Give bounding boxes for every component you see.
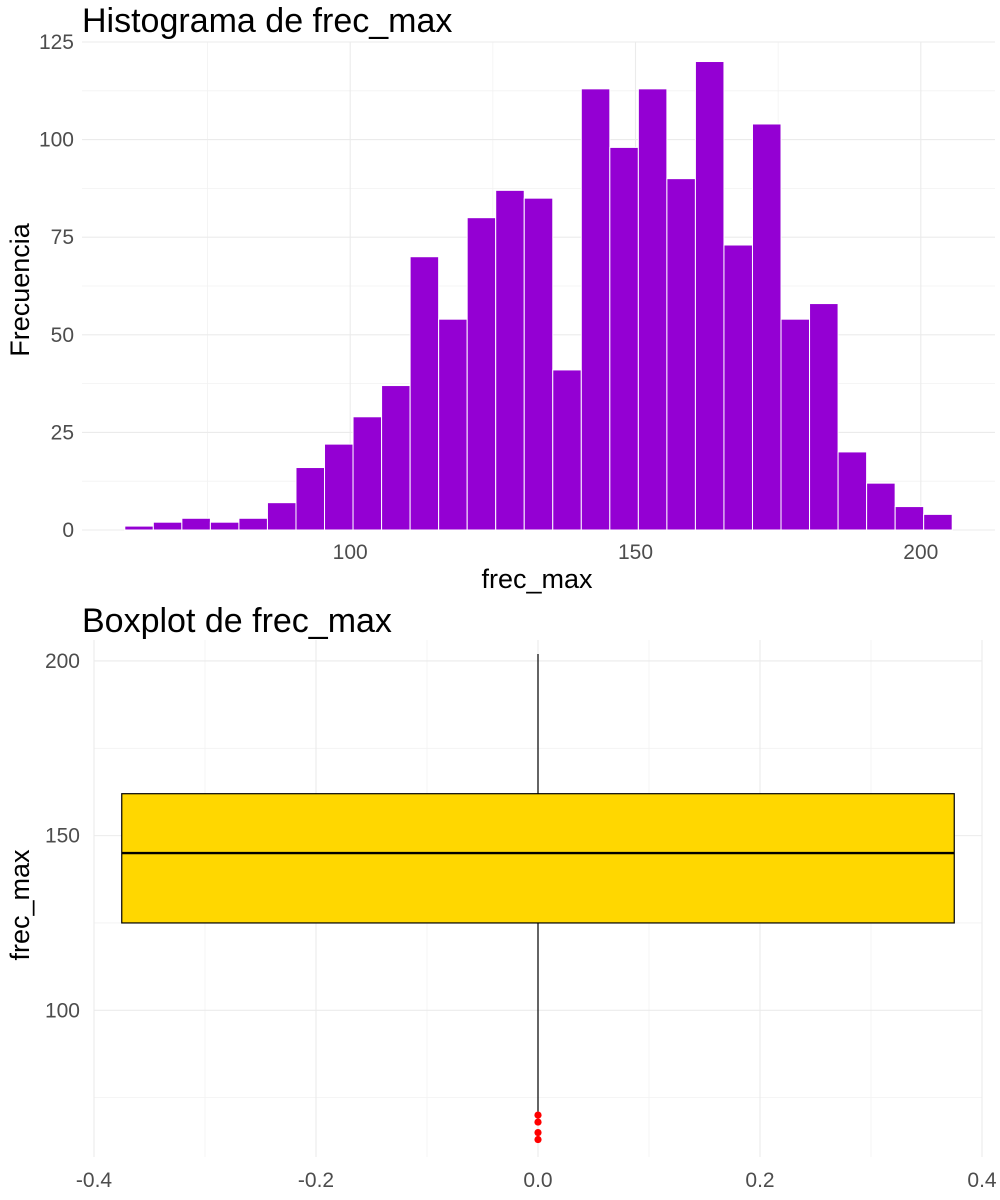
boxplot-x-tick-label: 0.4 xyxy=(967,1169,997,1192)
boxplot-outlier-point xyxy=(534,1128,542,1137)
boxplot-title: Boxplot de frec_max xyxy=(82,602,392,640)
boxplot-outlier-point xyxy=(534,1111,542,1119)
histogram-bar xyxy=(923,513,953,531)
histogram-bar xyxy=(209,521,240,531)
histogram-title: Histograma de frec_max xyxy=(82,2,452,40)
histogram-panel: 100 150 200 0 25 50 75 100 125 Histograma de fr… xyxy=(5,2,995,594)
histogram-y-tick-label: 25 xyxy=(51,421,74,444)
histogram-bar xyxy=(751,123,782,531)
boxplot-x-tick-label: -0.2 xyxy=(298,1169,334,1192)
boxplot-x-tick-label: 0.0 xyxy=(523,1169,552,1192)
histogram-bar xyxy=(723,244,753,531)
boxplot-outlier-point xyxy=(534,1135,542,1144)
histogram-y-tick-labels: 0 25 50 75 100 125 xyxy=(39,31,74,542)
boxplot-x-tick-labels: -0.4 -0.2 0.0 0.2 0.4 xyxy=(76,1169,997,1192)
boxplot-y-tick-label: 150 xyxy=(45,825,80,848)
histogram-bar xyxy=(238,517,268,531)
histogram-x-axis-title: frec_max xyxy=(481,564,593,594)
histogram-y-tick-label: 100 xyxy=(39,129,74,152)
histogram-bar xyxy=(866,482,896,531)
histogram-x-tick-label: 200 xyxy=(903,541,938,564)
histogram-bar xyxy=(124,525,154,531)
boxplot-panel: -0.4 -0.2 0.0 0.2 0.4 100 150 200 Boxplot de f… xyxy=(5,602,997,1192)
histogram-bar xyxy=(809,303,839,531)
histogram-bars xyxy=(124,61,953,531)
histogram-bar xyxy=(894,506,925,531)
histogram-y-tick-label: 75 xyxy=(51,226,74,249)
histogram-x-tick-label: 150 xyxy=(618,541,653,564)
boxplot-box xyxy=(121,793,955,924)
boxplot-marks xyxy=(121,653,955,1144)
boxplot-x-tick-label: 0.2 xyxy=(745,1169,774,1192)
histogram-x-tick-labels: 100 150 200 xyxy=(333,541,939,564)
histogram-bar xyxy=(780,318,811,531)
boxplot-y-axis-title: frec_max xyxy=(5,849,35,961)
boxplot-y-tick-label: 100 xyxy=(45,999,80,1022)
histogram-gridlines xyxy=(82,41,995,531)
histogram-bar xyxy=(637,88,668,531)
histogram-bar xyxy=(324,443,354,531)
histogram-y-axis-title: Frecuencia xyxy=(5,222,35,357)
histogram-x-tick-label: 100 xyxy=(333,541,368,564)
boxplot-x-tick-label: -0.4 xyxy=(76,1169,113,1192)
histogram-bar xyxy=(694,61,725,531)
histogram-bar xyxy=(438,318,468,531)
boxplot-y-tick-label: 200 xyxy=(45,650,80,673)
histogram-bar xyxy=(495,189,525,531)
boxplot-outlier-point xyxy=(534,1118,542,1126)
histogram-y-tick-label: 0 xyxy=(62,519,74,542)
histogram-bar xyxy=(837,451,868,531)
histogram-bar xyxy=(181,517,211,531)
histogram-bar xyxy=(609,146,639,531)
histogram-y-tick-label: 50 xyxy=(51,324,74,347)
histogram-bar xyxy=(381,385,411,531)
histogram-bar xyxy=(523,197,554,531)
histogram-bar xyxy=(409,256,440,531)
histogram-bar xyxy=(552,369,582,531)
histogram-bar xyxy=(352,416,383,531)
histogram-y-tick-label: 125 xyxy=(39,31,74,54)
histogram-bar xyxy=(466,217,497,531)
histogram-bar xyxy=(295,467,326,531)
histogram-bar xyxy=(266,502,297,531)
boxplot-y-tick-labels: 100 150 200 xyxy=(45,650,80,1022)
histogram-bar xyxy=(666,178,696,531)
histogram-bar xyxy=(580,88,611,531)
histogram-bar xyxy=(152,521,183,531)
